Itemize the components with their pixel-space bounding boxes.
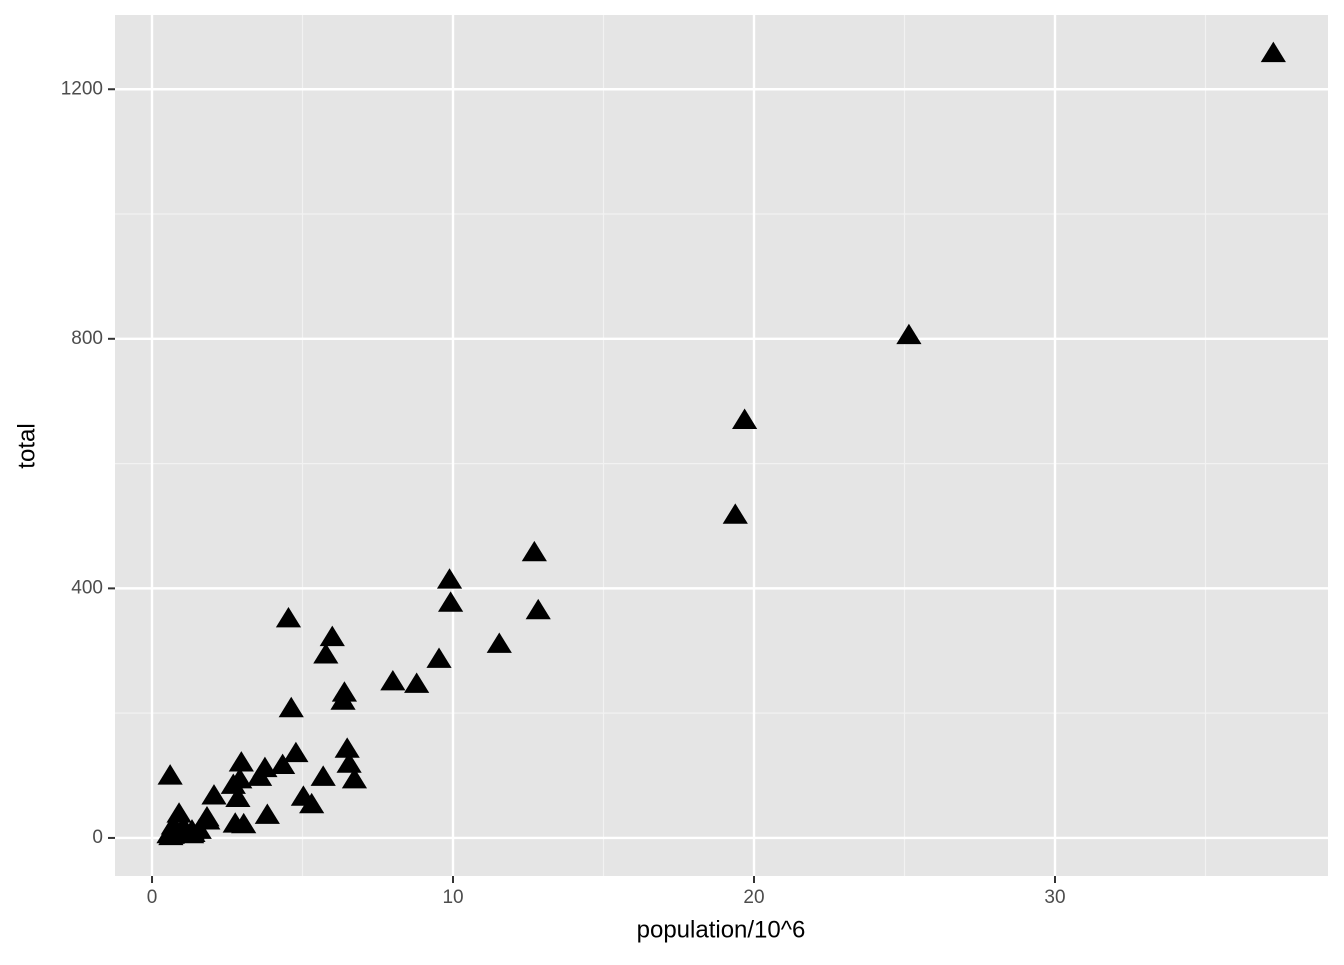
point bbox=[283, 741, 309, 763]
point bbox=[157, 764, 183, 785]
point bbox=[166, 802, 192, 823]
point bbox=[225, 786, 251, 808]
point bbox=[380, 669, 406, 691]
point bbox=[436, 568, 463, 589]
x-tick-label: 0 bbox=[147, 887, 158, 908]
point bbox=[336, 752, 362, 773]
point bbox=[222, 812, 248, 833]
point bbox=[331, 681, 358, 702]
point bbox=[404, 672, 430, 693]
y-axis-title: total bbox=[13, 423, 40, 468]
y-tick-label: 400 bbox=[71, 577, 103, 598]
point bbox=[278, 696, 304, 718]
point bbox=[521, 540, 547, 562]
point bbox=[722, 503, 748, 524]
point bbox=[426, 647, 452, 668]
point bbox=[201, 784, 227, 805]
point bbox=[299, 792, 325, 814]
point bbox=[330, 689, 356, 710]
point bbox=[254, 803, 280, 824]
point bbox=[732, 408, 758, 429]
x-tick-label: 10 bbox=[442, 887, 463, 908]
point bbox=[156, 822, 182, 844]
point bbox=[486, 632, 512, 653]
point bbox=[1260, 41, 1286, 63]
point bbox=[195, 809, 221, 830]
point bbox=[220, 773, 246, 794]
point bbox=[525, 598, 551, 620]
x-tick-label: 30 bbox=[1044, 887, 1065, 908]
x-tick-label: 20 bbox=[743, 887, 764, 908]
point bbox=[270, 753, 296, 774]
point bbox=[341, 767, 368, 789]
point bbox=[252, 756, 278, 778]
point bbox=[334, 737, 360, 758]
point bbox=[319, 625, 345, 647]
y-tick-label: 0 bbox=[92, 827, 103, 848]
point bbox=[438, 591, 464, 612]
point bbox=[228, 751, 254, 772]
y-tick-label: 800 bbox=[71, 328, 103, 349]
x-axis-title: population/10^6 bbox=[637, 916, 806, 943]
point bbox=[310, 765, 336, 786]
panel bbox=[115, 15, 1328, 876]
y-tick-label: 1200 bbox=[61, 78, 103, 99]
point bbox=[275, 606, 302, 628]
point bbox=[313, 643, 339, 664]
point bbox=[896, 323, 922, 345]
